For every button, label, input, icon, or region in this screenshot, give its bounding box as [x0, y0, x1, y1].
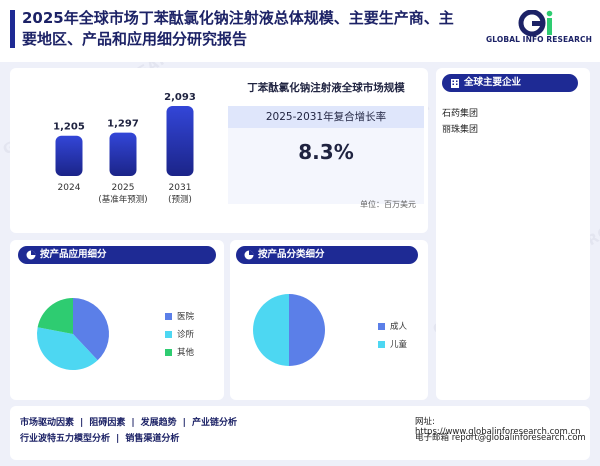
- pie-slice-成人: [289, 294, 325, 366]
- email-label: 电子邮箱: [415, 433, 450, 443]
- bar-category-note: (预测): [168, 194, 192, 205]
- gi-logo-icon: [518, 10, 553, 37]
- bar-category-label: 2025: [112, 183, 135, 193]
- separator: |: [131, 418, 135, 428]
- pie-chart-icon: [26, 250, 36, 260]
- bar-category-label: 2024: [58, 183, 81, 193]
- bar-2024: [55, 135, 83, 176]
- building-icon: [451, 79, 459, 88]
- footer-link[interactable]: 发展趋势: [140, 418, 177, 428]
- footer-panel: 市场驱动因素 | 阻碍因素 | 发展趋势 | 产业链分析 行业波特五力模型分析 | 销售渠道分析…: [10, 406, 590, 460]
- type-segment-label: 按产品分类细分: [258, 249, 325, 260]
- market-bar-chart: 1,205 2024 1,297 2025(基准年预测) 2,093 2031(预测): [53, 92, 196, 205]
- application-segment-panel: 按产品应用细分 医院诊所其他: [10, 240, 224, 400]
- pie-chart-icon: [244, 250, 254, 260]
- legend-label: 其他: [177, 347, 195, 358]
- legend-swatch: [165, 313, 172, 320]
- separator: |: [80, 418, 84, 428]
- email-line: 电子邮箱 report@globalinforesearch.com: [415, 431, 586, 443]
- title-accent-bar: [10, 10, 15, 48]
- report-header: 2025年全球市场丁苯酞氯化钠注射液总体规模、主要生产商、主要地区、产品和应用细…: [0, 0, 600, 62]
- report-title: 2025年全球市场丁苯酞氯化钠注射液总体规模、主要生产商、主要地区、产品和应用细…: [22, 9, 454, 48]
- website-line: 网址: https://www.globalinforesearch.com.c…: [415, 417, 581, 437]
- bar-2031: [166, 106, 194, 176]
- bar-value-label: 2,093: [164, 92, 196, 103]
- pie-slice-诊所: [37, 327, 98, 370]
- separator: |: [182, 418, 186, 428]
- market-title: 丁苯酞氯化钠注射液全球市场规模: [247, 82, 405, 94]
- footer-links-row2: 行业波特五力模型分析 | 销售渠道分析: [20, 431, 179, 444]
- pie-slice-医院: [73, 298, 109, 361]
- legend-label: 医院: [177, 311, 195, 322]
- application-segment-label: 按产品应用细分: [40, 249, 107, 260]
- legend-swatch: [378, 341, 385, 348]
- application-segment-title: 按产品应用细分: [18, 246, 216, 264]
- market-size-panel: 1,205 2024 1,297 2025 (基准年预测) 2,093 2031 (预测) 丁…: [10, 68, 428, 233]
- bar-value-label: 1,297: [107, 119, 139, 130]
- legend-swatch: [165, 331, 172, 338]
- footer-link[interactable]: 销售渠道分析: [125, 434, 180, 444]
- cagr-value: 8.3%: [298, 140, 354, 164]
- unit-label: 单位：百万美元: [360, 200, 416, 209]
- website-link[interactable]: https://www.globalinforesearch.com.cn: [415, 427, 581, 437]
- company-item: 丽珠集团: [442, 125, 479, 135]
- cagr-label: 2025-2031年复合增长率: [228, 106, 424, 128]
- type-segment-panel: 按产品分类细分 成人儿童: [230, 240, 428, 400]
- footer-link[interactable]: 行业波特五力模型分析: [20, 434, 111, 444]
- legend-label: 诊所: [177, 329, 195, 340]
- separator: |: [116, 434, 120, 444]
- companies-title: 全球主要企业: [442, 74, 578, 92]
- cagr-box: [228, 128, 424, 204]
- website-label: 网址: [415, 417, 433, 427]
- type-segment-title: 按产品分类细分: [236, 246, 418, 264]
- footer-link[interactable]: 市场驱动因素: [20, 418, 75, 428]
- legend-label: 成人: [390, 321, 408, 332]
- bar-category-label: 2031: [169, 183, 192, 193]
- companies-panel: 全球主要企业 石药集团 丽珠集团: [436, 68, 590, 400]
- footer-link[interactable]: 阻碍因素: [89, 418, 126, 428]
- bar-category-note: (基准年预测): [98, 194, 147, 205]
- legend-swatch: [378, 323, 385, 330]
- bar-2025: [109, 132, 137, 176]
- email-link[interactable]: report@globalinforesearch.com: [451, 433, 586, 443]
- footer-link[interactable]: 产业链分析: [191, 418, 237, 428]
- logo-text: GLOBAL INFO RESEARCH: [486, 35, 592, 44]
- pie-slice-其他: [37, 298, 73, 334]
- pie-slice-儿童: [253, 294, 289, 366]
- legend-label: 儿童: [390, 339, 408, 350]
- bar-value-label: 1,205: [53, 122, 85, 133]
- companies-title-label: 全球主要企业: [464, 77, 522, 88]
- footer-links-row1: 市场驱动因素 | 阻碍因素 | 发展趋势 | 产业链分析: [20, 415, 237, 428]
- company-item: 石药集团: [442, 109, 479, 119]
- legend-swatch: [165, 349, 172, 356]
